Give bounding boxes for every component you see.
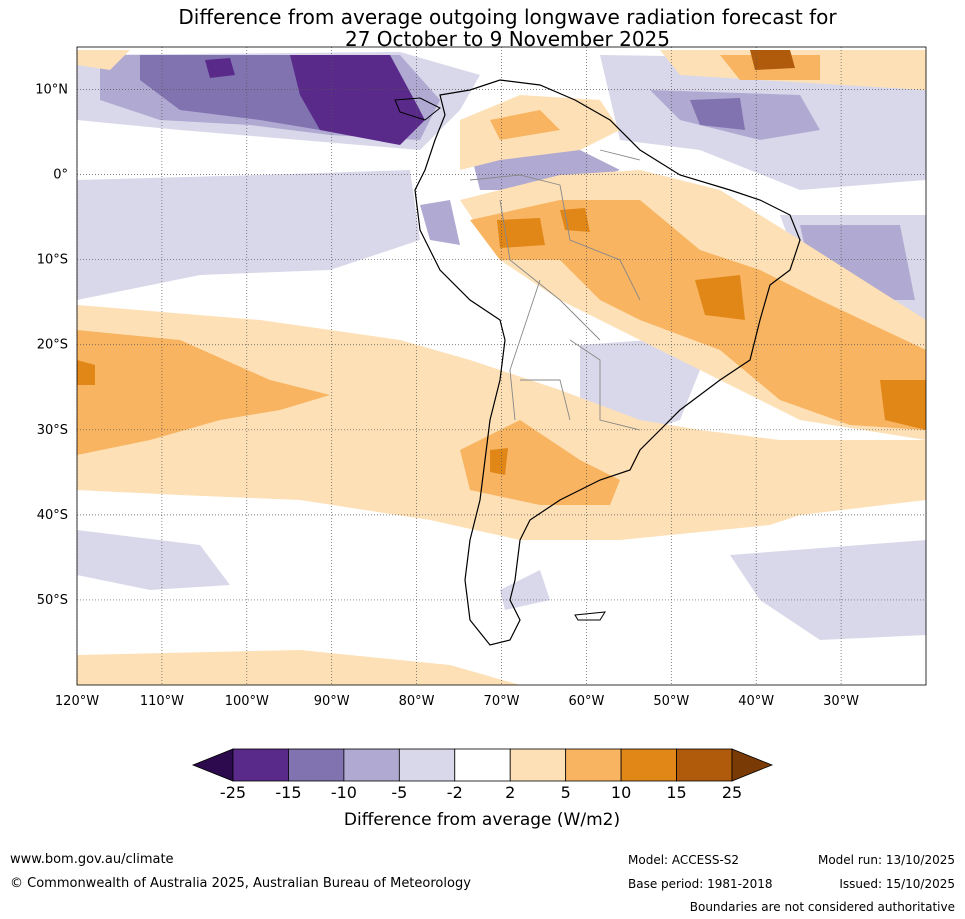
lon-tick-label: 60°W: [568, 694, 604, 709]
lat-tick-label: 40°S: [37, 508, 68, 523]
footer-issued: Issued: 15/10/2025: [839, 877, 955, 891]
colorbar-extend-high: [731, 748, 774, 782]
country-borders: [469, 149, 641, 431]
colorbar-tick-label: -15: [275, 783, 301, 802]
lat-tick-label: 0°: [53, 168, 68, 183]
colorbar-swatch: [398, 748, 456, 782]
lon-tick-label: 110°W: [140, 694, 184, 709]
footer-model-run: Model run: 13/10/2025: [817, 853, 955, 867]
colorbar-swatch: [232, 748, 289, 782]
colorbar-swatch: [454, 748, 511, 782]
colorbar-tick-label: -5: [391, 783, 407, 802]
footer-model: Model: ACCESS-S2: [628, 853, 740, 867]
colorbar-swatch: [620, 748, 677, 782]
colorbar-tick-label: 15: [666, 783, 686, 802]
colorbar-tick-label: 25: [722, 783, 742, 802]
colorbar-swatch: [343, 748, 400, 782]
colorbar-swatch: [509, 748, 567, 782]
colorbar-tick-label: -25: [220, 783, 246, 802]
lat-tick-label: 10°N: [35, 83, 68, 98]
chart-title-line1: Difference from average outgoing longwav…: [178, 5, 837, 29]
lon-tick-label: 90°W: [314, 694, 350, 709]
lat-tick-label: 10°S: [37, 253, 68, 268]
colorbar-tick-label: 10: [611, 783, 631, 802]
colorbar-swatch: [565, 748, 622, 782]
coastlines: [394, 79, 801, 646]
colorbar-extend-low: [191, 748, 234, 782]
lon-tick-label: 70°W: [484, 694, 520, 709]
latitude-labels: 10°N 0° 10°S 20°S 30°S 40°S 50°S: [35, 83, 68, 608]
plot-frame: [76, 46, 927, 686]
longitude-labels: 120°W 110°W 100°W 90°W 80°W 70°W 60°W 50°W 40°W 3…: [55, 694, 859, 709]
lat-tick-label: 50°S: [37, 593, 68, 608]
colorbar: -25 -15 -10 -5 -2 2 5 10 15 25: [191, 748, 774, 802]
footer-disclaimer: Boundaries are not considered authoritat…: [689, 900, 955, 914]
footer-copyright: © Commonwealth of Australia 2025, Austra…: [10, 876, 471, 891]
lon-tick-label: 120°W: [55, 694, 99, 709]
footer-website[interactable]: www.bom.gov.au/climate: [10, 852, 174, 867]
lon-tick-label: 40°W: [738, 694, 774, 709]
colorbar-tick-label: -2: [447, 783, 463, 802]
colorbar-swatch: [288, 748, 345, 782]
lon-tick-label: 30°W: [823, 694, 859, 709]
lon-tick-label: 50°W: [653, 694, 689, 709]
graticule: [76, 47, 926, 685]
colorbar-label: Difference from average (W/m2): [344, 810, 620, 830]
lon-tick-label: 80°W: [399, 694, 435, 709]
chart-title-line2: 27 October to 9 November 2025: [344, 27, 671, 51]
footer-base-period: Base period: 1981-2018: [628, 877, 773, 891]
colorbar-tick-label: 5: [561, 783, 571, 802]
colorbar-swatch: [676, 748, 733, 782]
lon-tick-label: 100°W: [225, 694, 269, 709]
colorbar-tick-label: -10: [331, 783, 357, 802]
lat-tick-label: 30°S: [37, 423, 68, 438]
lat-tick-label: 20°S: [37, 338, 68, 353]
colorbar-tick-label: 2: [505, 783, 515, 802]
